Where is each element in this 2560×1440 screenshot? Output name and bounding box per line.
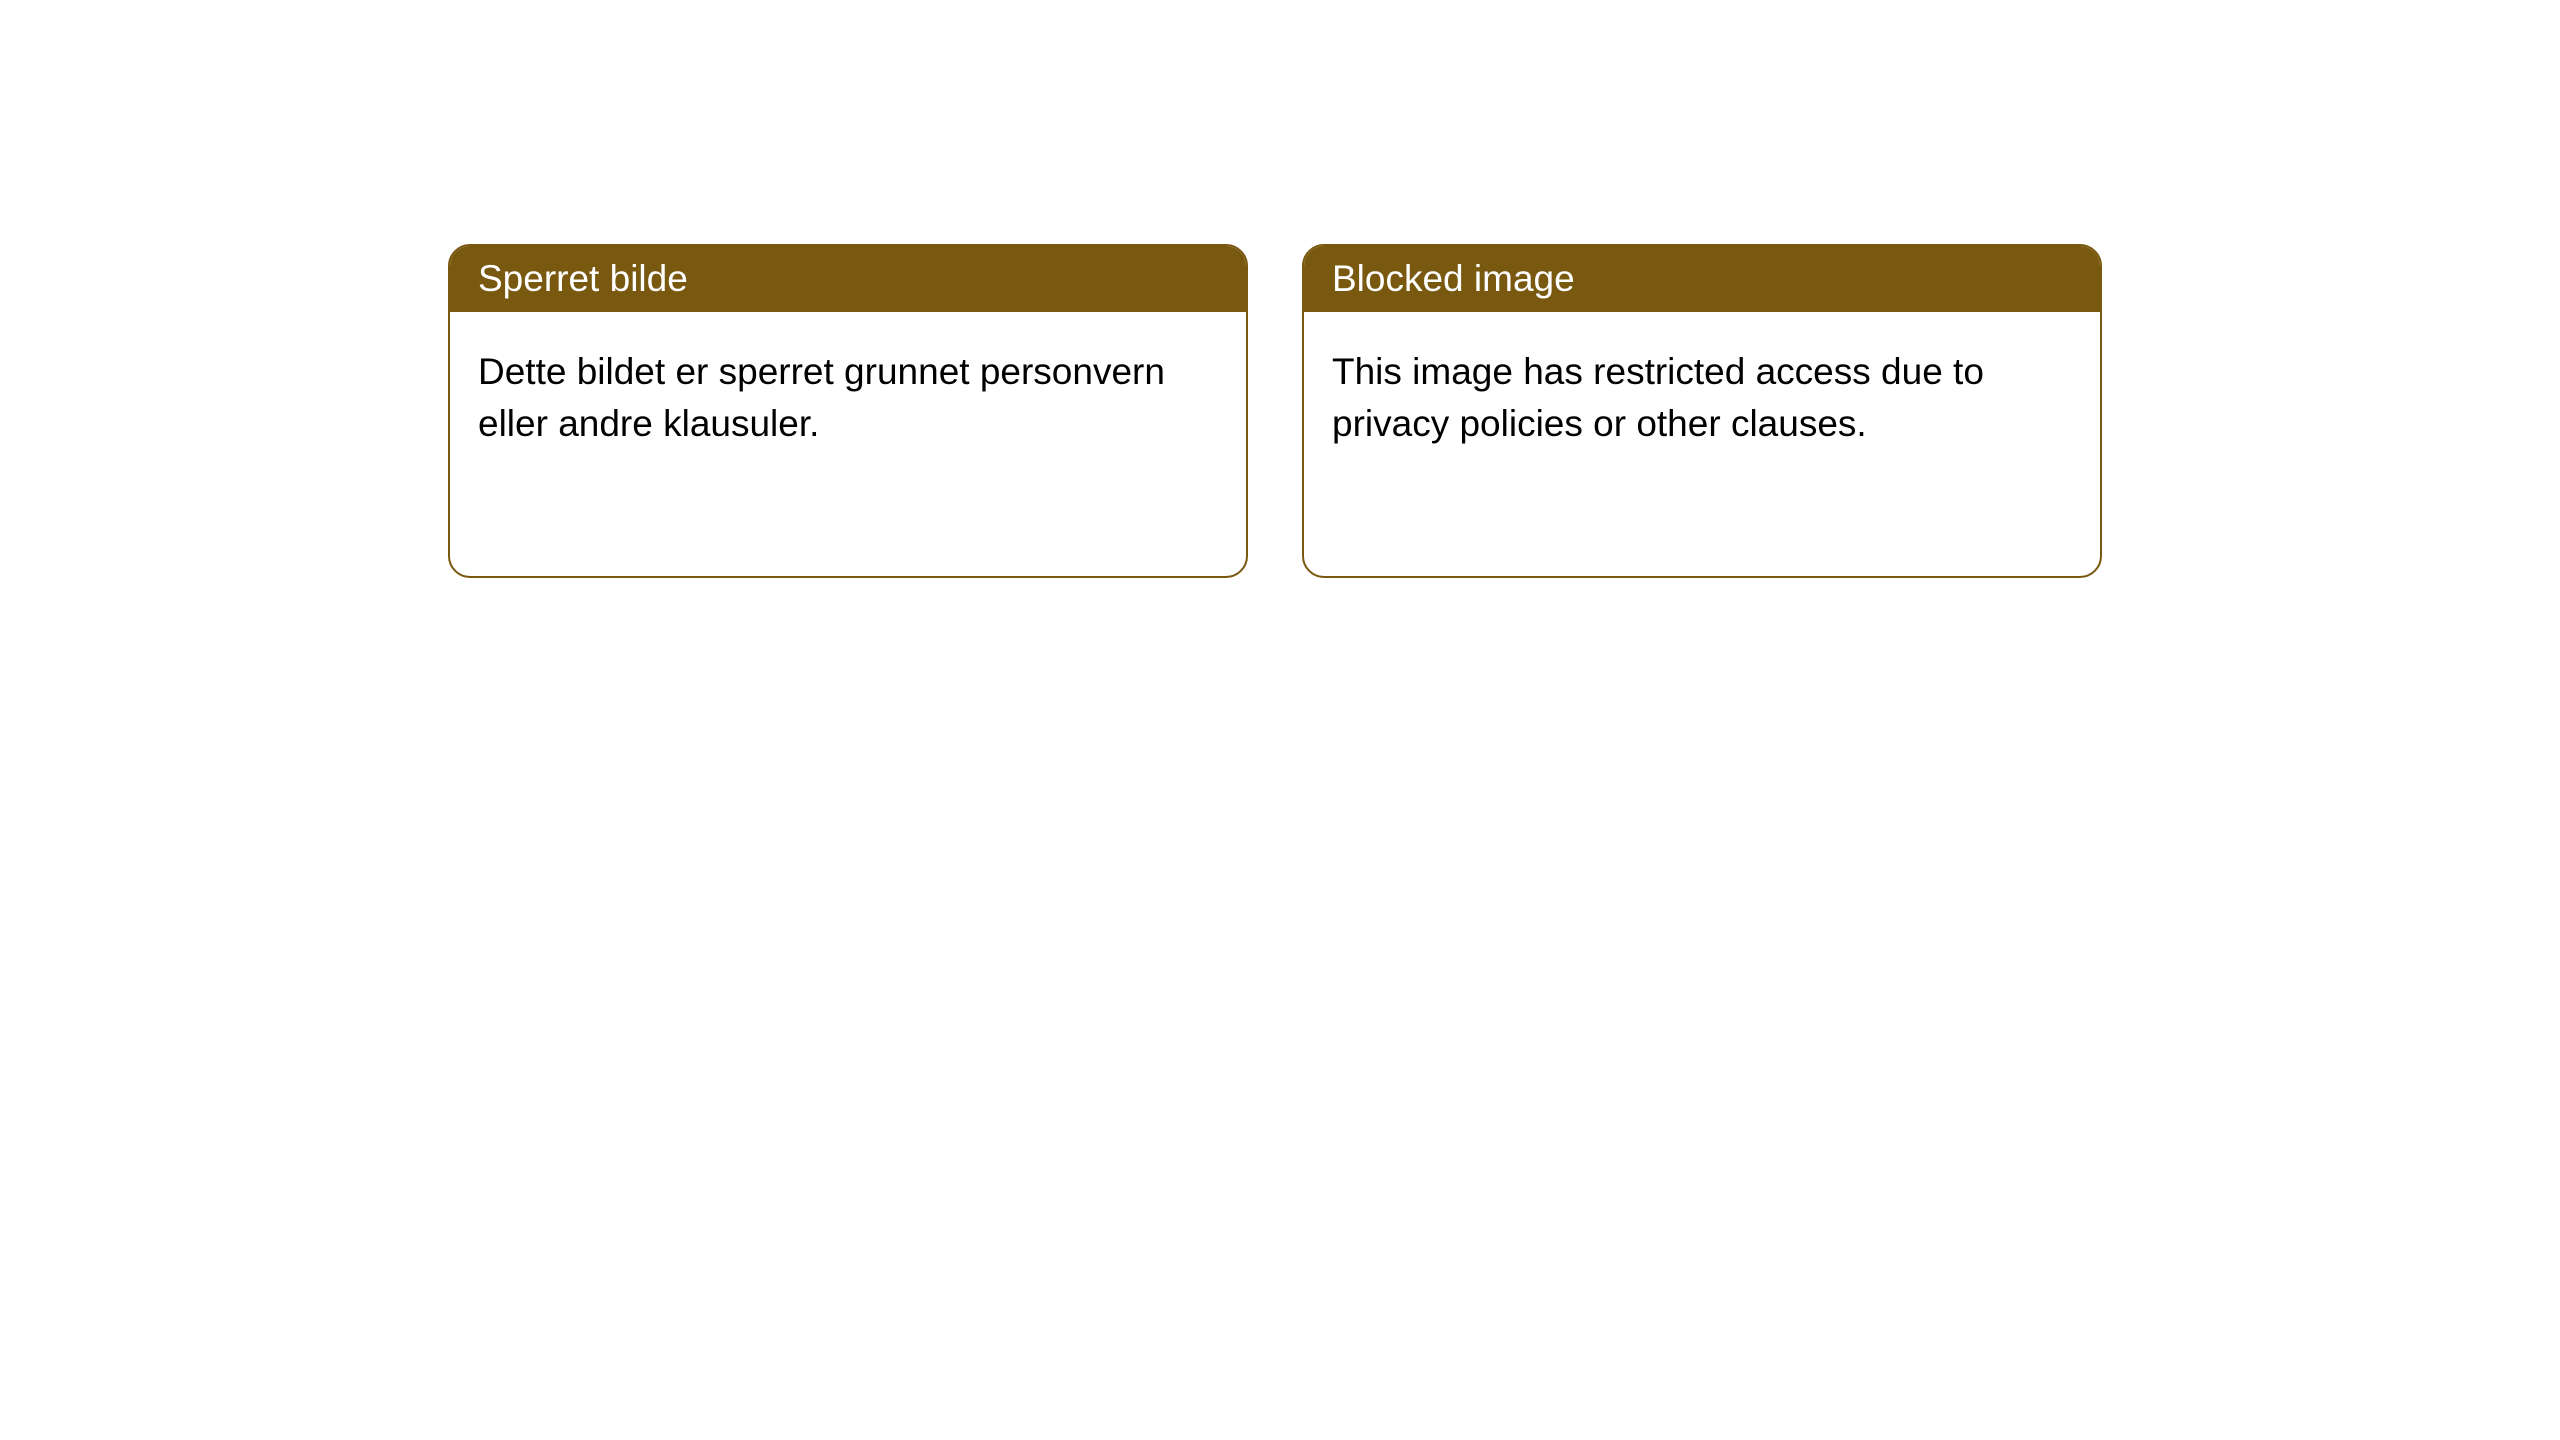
notice-text: This image has restricted access due to … [1332, 351, 1984, 444]
notice-container: Sperret bilde Dette bildet er sperret gr… [0, 0, 2560, 578]
notice-title: Sperret bilde [478, 258, 688, 299]
notice-card-norwegian: Sperret bilde Dette bildet er sperret gr… [448, 244, 1248, 578]
notice-body: This image has restricted access due to … [1304, 312, 2100, 484]
notice-card-english: Blocked image This image has restricted … [1302, 244, 2102, 578]
notice-header: Blocked image [1304, 246, 2100, 312]
notice-text: Dette bildet er sperret grunnet personve… [478, 351, 1165, 444]
notice-header: Sperret bilde [450, 246, 1246, 312]
notice-body: Dette bildet er sperret grunnet personve… [450, 312, 1246, 484]
notice-title: Blocked image [1332, 258, 1575, 299]
